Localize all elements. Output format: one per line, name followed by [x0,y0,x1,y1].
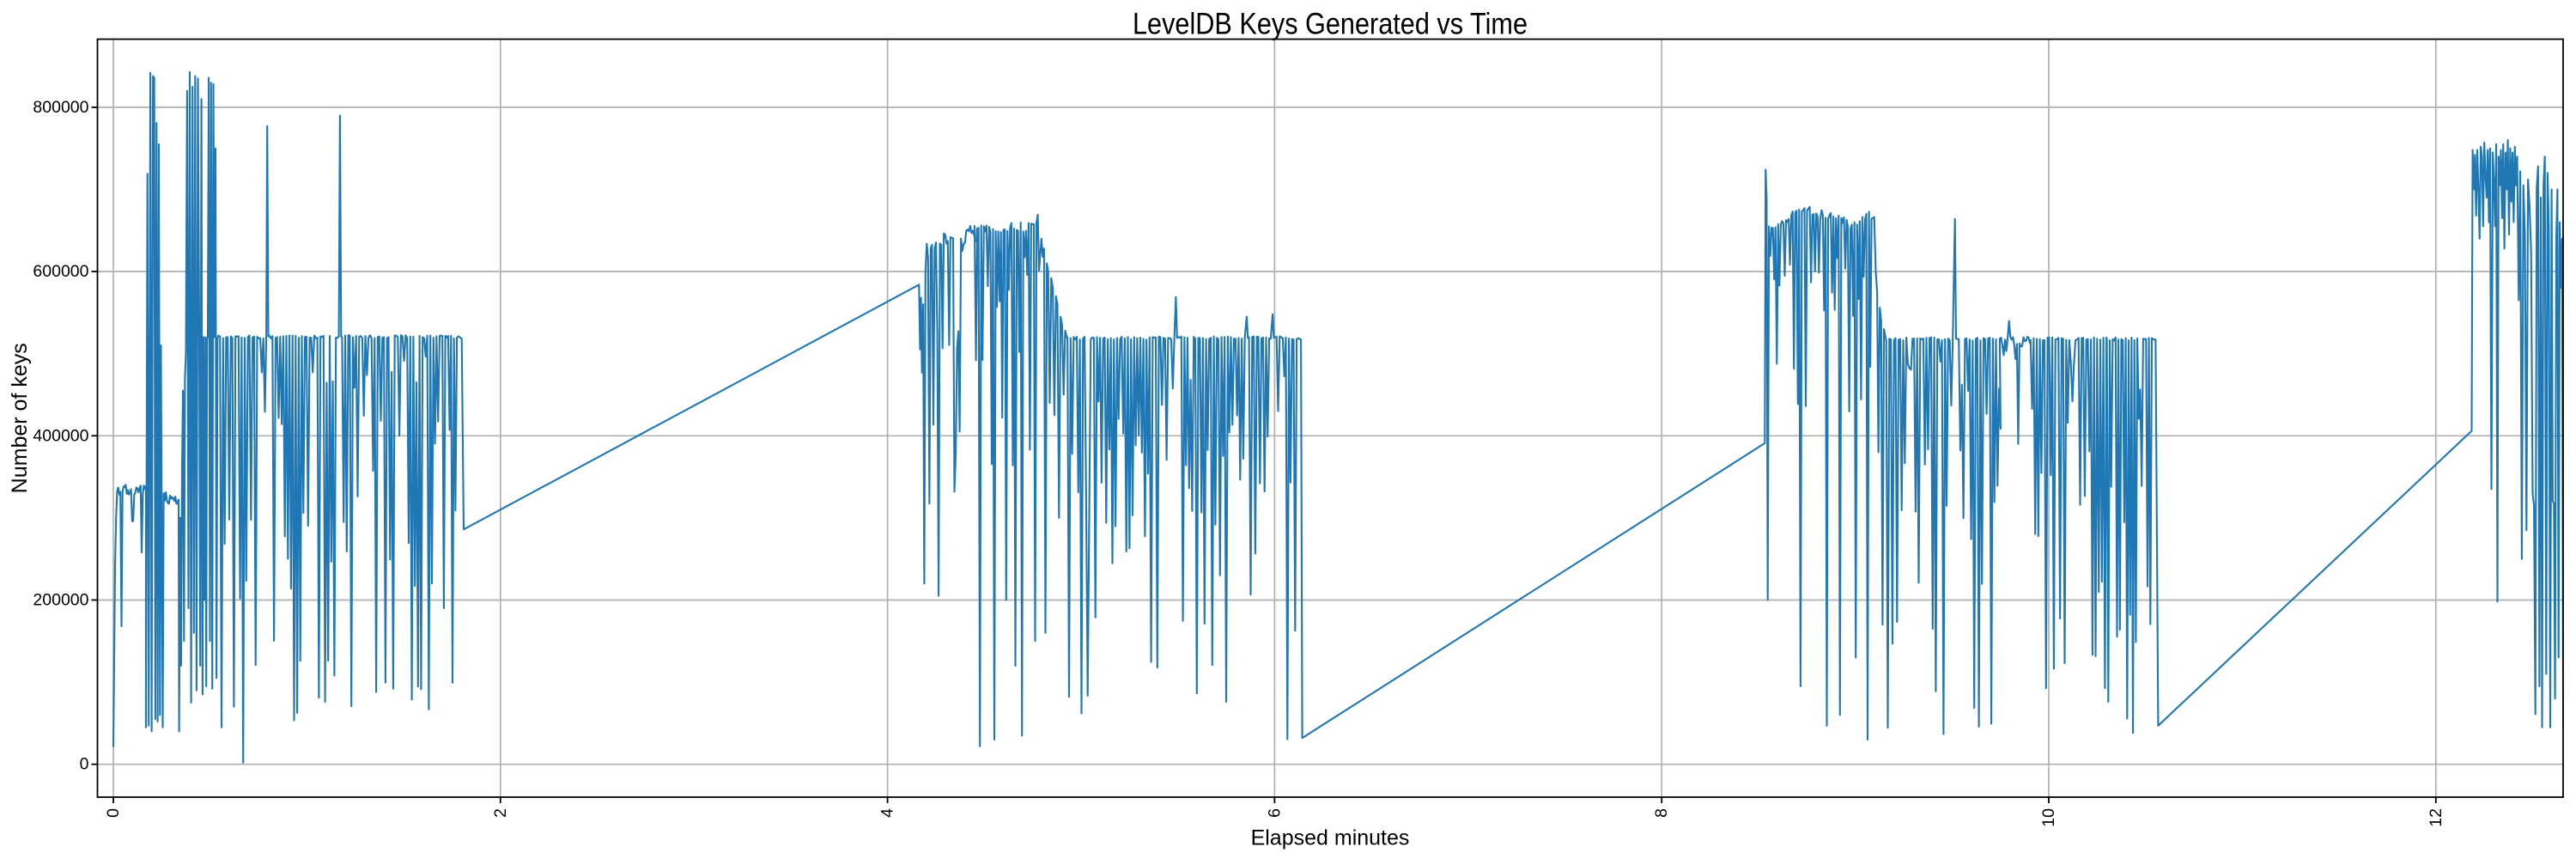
svg-text:4: 4 [878,808,897,818]
svg-text:12: 12 [2427,808,2445,827]
svg-text:0: 0 [80,755,89,774]
svg-text:200000: 200000 [33,591,88,610]
svg-text:8: 8 [1652,808,1671,818]
svg-text:Number of keys: Number of keys [8,343,32,493]
svg-text:800000: 800000 [33,98,88,117]
svg-text:0: 0 [104,808,123,818]
svg-text:Elapsed minutes: Elapsed minutes [1251,826,1410,850]
svg-text:2: 2 [491,808,510,818]
svg-text:400000: 400000 [33,426,88,445]
svg-text:LevelDB Keys Generated vs Time: LevelDB Keys Generated vs Time [1133,8,1528,41]
svg-text:6: 6 [1265,808,1284,818]
svg-text:600000: 600000 [33,262,88,281]
svg-text:10: 10 [2039,808,2058,827]
